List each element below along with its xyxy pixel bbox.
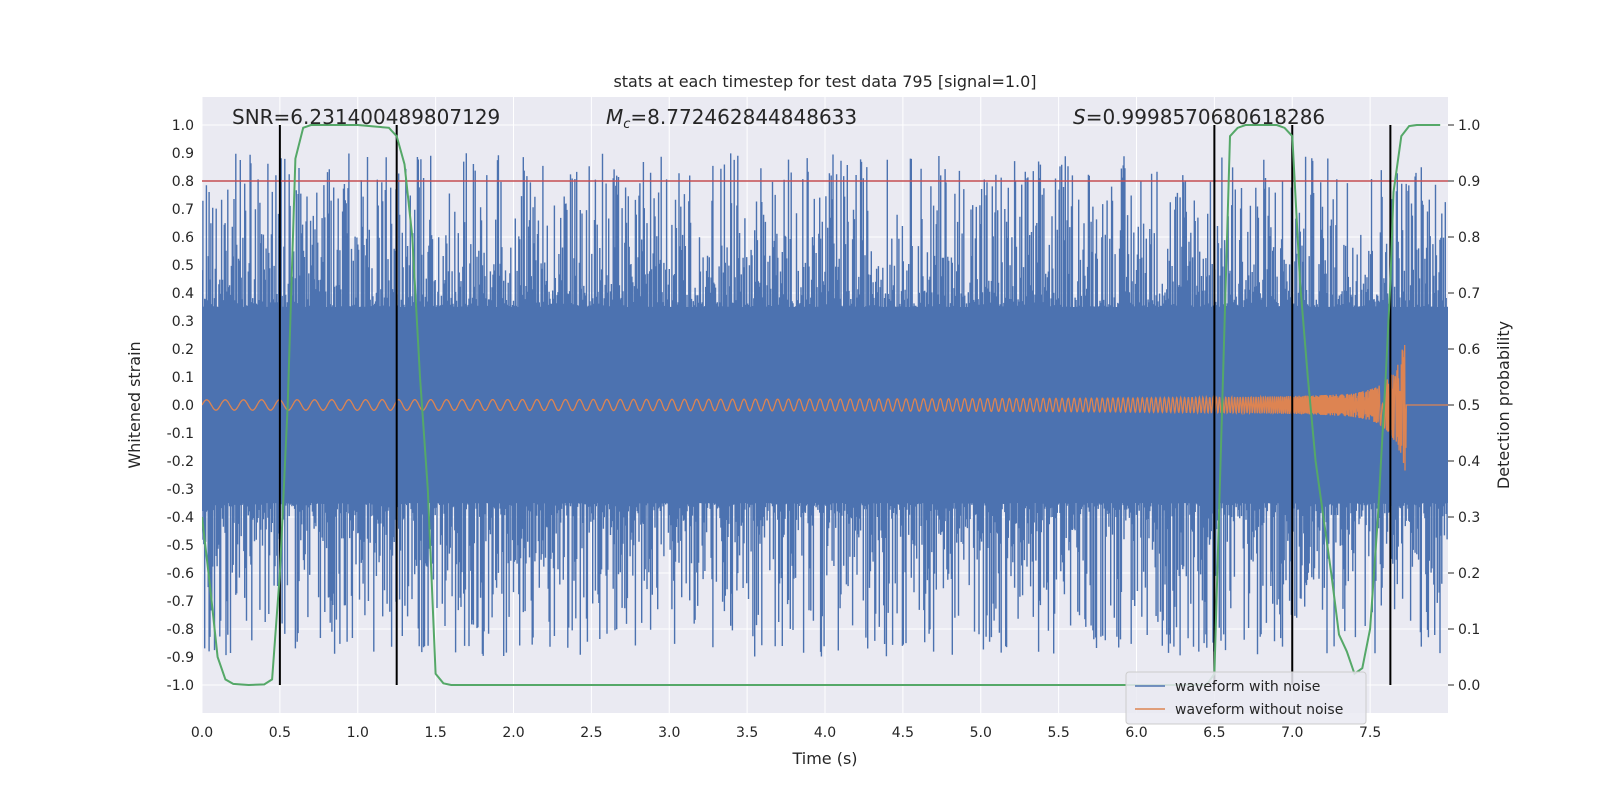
x-tick-label: 3.5 [736, 725, 758, 741]
x-tick-label: 1.0 [347, 725, 369, 741]
series-waveform-with-noise [202, 153, 1448, 657]
y-tick-label: -0.8 [167, 622, 194, 638]
chirp-mass-value: =8.772462844848633 [630, 105, 857, 129]
legend-label-clean: waveform without noise [1175, 702, 1343, 718]
y-tick-label: 0.1 [172, 370, 194, 386]
y-tick-label: 1.0 [172, 118, 194, 134]
series-waveform-without-noise [202, 344, 1448, 471]
x-tick-label: 0.5 [269, 725, 291, 741]
y2-tick-label: 0.0 [1458, 678, 1480, 694]
y-tick-label: -0.9 [167, 650, 194, 666]
x-tick-label: 1.5 [424, 725, 446, 741]
y-axis-label: Whitened strain [125, 341, 144, 468]
x-tick-label: 5.0 [970, 725, 992, 741]
plot-content [202, 124, 1448, 687]
x-tick-label: 0.0 [191, 725, 213, 741]
y-tick-label: 0.3 [172, 314, 194, 330]
y-tick-label: -0.4 [167, 510, 194, 526]
annotation-chirp-mass: Mc=8.772462844848633 [606, 105, 857, 132]
x-tick-label: 4.5 [892, 725, 914, 741]
y-tick-label: -0.1 [167, 426, 194, 442]
x-tick-label: 5.5 [1047, 725, 1069, 741]
x-tick-label: 7.5 [1359, 725, 1381, 741]
x-tick-label: 2.0 [502, 725, 524, 741]
y-tick-label: -0.2 [167, 454, 194, 470]
y-tick-label: 0.9 [172, 146, 194, 162]
y-tick-label: 0.2 [172, 342, 194, 358]
y-tick-label: 0.7 [172, 202, 194, 218]
y2-tick-label: 0.3 [1458, 510, 1480, 526]
y2-tick-label: 0.2 [1458, 566, 1480, 582]
clean-waveform-line [202, 344, 1448, 471]
legend-box [1125, 671, 1367, 725]
y-tick-label: 0.5 [172, 258, 194, 274]
y-tick-label: -1.0 [167, 678, 194, 694]
y2-tick-label: 0.6 [1458, 342, 1480, 358]
y2-tick-label: 0.9 [1458, 174, 1480, 190]
x-tick-label: 4.0 [814, 725, 836, 741]
s-symbol: S [1073, 105, 1086, 129]
y-tick-label: -0.6 [167, 566, 194, 582]
chirp-mass-subscript: c [623, 117, 630, 132]
chart-title: stats at each timestep for test data 795… [613, 72, 1036, 91]
x-tick-label: 3.0 [658, 725, 680, 741]
y2-tick-label: 0.1 [1458, 622, 1480, 638]
y-axis-ticks: 1.0 0.9 0.8 0.7 0.6 0.5 0.4 0.3 0.2 0.1 0.0 -0.1 -0.… [167, 118, 194, 694]
s-value: =0.9998570680618286 [1086, 105, 1325, 129]
y-tick-label: 0.8 [172, 174, 194, 190]
y2-tick-label: 0.4 [1458, 454, 1480, 470]
y2-axis-ticks: 1.0 0.9 0.8 0.7 0.6 0.5 0.4 0.3 0.2 0.1 0.0 [1448, 118, 1480, 694]
y2-tick-label: 0.8 [1458, 230, 1480, 246]
y-tick-label: 0.6 [172, 230, 194, 246]
legend-label-noise: waveform with noise [1175, 679, 1320, 695]
x-axis-label: Time (s) [791, 749, 857, 768]
x-tick-label: 6.0 [1125, 725, 1147, 741]
vertical-markers [278, 125, 1392, 685]
chirp-mass-symbol: M [606, 105, 623, 129]
x-tick-label: 7.0 [1281, 725, 1303, 741]
y2-tick-label: 0.7 [1458, 286, 1480, 302]
y-tick-label: -0.5 [167, 538, 194, 554]
annotation-snr: SNR=6.231400489807129 [232, 105, 500, 129]
x-axis-ticks: 0.0 0.5 1.0 1.5 2.0 2.5 3.0 3.5 4.0 4.5 5.0 5.5 6.0 6… [191, 725, 1381, 741]
y-tick-label: 0.4 [172, 286, 194, 302]
x-tick-label: 6.5 [1203, 725, 1225, 741]
x-tick-label: 2.5 [580, 725, 602, 741]
y-tick-label: 0.0 [172, 398, 194, 414]
annotation-s: S=0.9998570680618286 [1073, 105, 1325, 129]
y2-axis-label: Detection probability [1494, 321, 1513, 489]
y2-tick-label: 0.5 [1458, 398, 1480, 414]
y-tick-label: -0.3 [167, 482, 194, 498]
y-tick-label: -0.7 [167, 594, 194, 610]
legend: waveform with noise waveform without noi… [1125, 671, 1367, 725]
y2-tick-label: 1.0 [1458, 118, 1480, 134]
